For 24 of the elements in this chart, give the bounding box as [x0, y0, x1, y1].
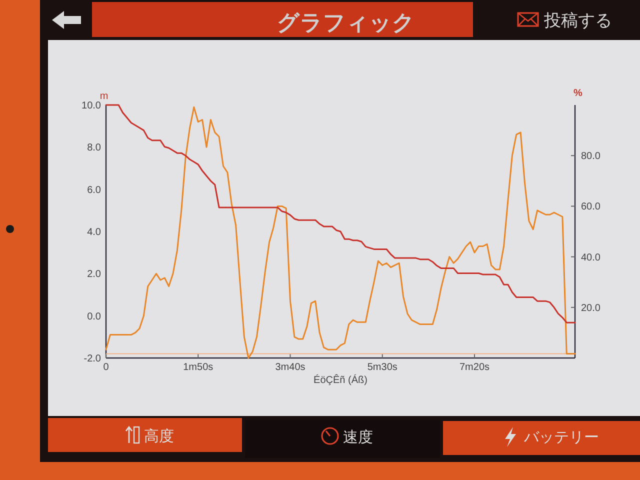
y-tick-label: 6.0 — [87, 184, 102, 196]
x-tick-label: 7m20s — [459, 362, 490, 373]
y-tick-label: 2.0 — [87, 269, 102, 280]
x-tick-label: 0 — [103, 362, 110, 373]
y2-tick-label: 60.0 — [581, 202, 601, 213]
y-tick-label: -2.0 — [84, 354, 102, 364]
y-tick-label: 8.0 — [87, 142, 102, 154]
y-axis-title: m — [100, 91, 108, 102]
y-tick-label: 0.0 — [87, 311, 102, 322]
x-tick-label: 5m30s — [367, 362, 398, 373]
y-tick-label: 4.0 — [87, 227, 102, 238]
chart-title: グラフィック — [277, 10, 415, 35]
text: バッテリー — [523, 429, 599, 446]
text: 投稿する — [543, 11, 612, 30]
y2-tick-label: 80.0 — [581, 151, 601, 162]
y-tick-label: 10.0 — [82, 100, 102, 112]
y2-tick-label: 20.0 — [581, 302, 601, 314]
x-tick-label: 1m50s — [183, 362, 214, 373]
y2-tick-label: 40.0 — [581, 252, 601, 264]
x-tick-label: 3m40s — [275, 362, 306, 373]
text: 高度 — [144, 428, 174, 445]
y2-axis-title: % — [574, 88, 583, 99]
text: 速度 — [343, 429, 373, 446]
x-axis-title: ÉöÇÊñ (Áß) — [314, 374, 368, 386]
